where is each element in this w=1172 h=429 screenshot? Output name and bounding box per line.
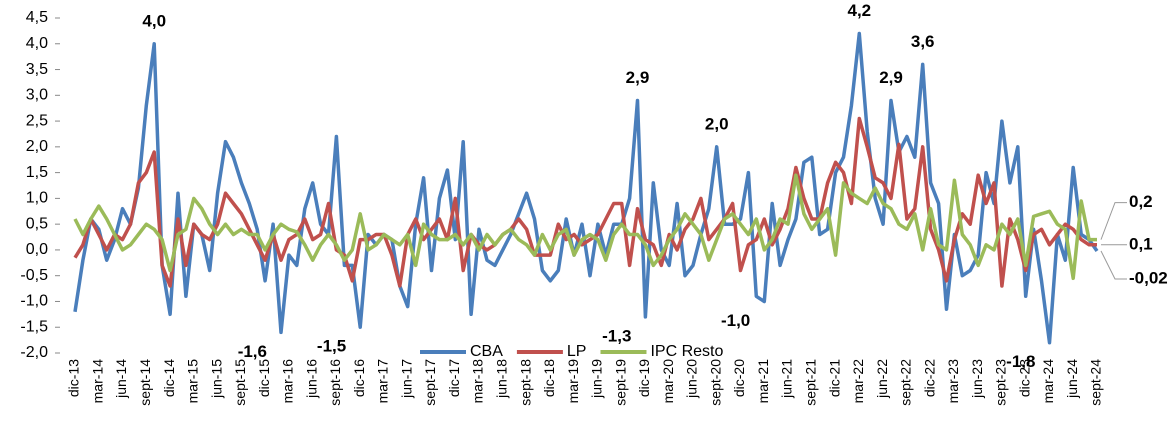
x-tick-label: mar-18 — [470, 359, 486, 404]
x-tick-label: dic-14 — [161, 359, 177, 397]
x-tick-label: dic-21 — [826, 359, 842, 397]
legend-label: IPC Resto — [650, 343, 723, 360]
y-tick-label: 1,5 — [26, 164, 48, 181]
x-tick-label: dic-20 — [731, 359, 747, 397]
data-label: -1,6 — [238, 342, 267, 361]
x-tick-label: jun-21 — [779, 359, 795, 399]
x-tick-label: sept-16 — [327, 359, 343, 406]
y-tick-label: 1,0 — [26, 190, 48, 207]
x-tick-label: sept-23 — [993, 359, 1009, 406]
x-tick-label: jun-24 — [1064, 359, 1080, 399]
data-label: 2,9 — [879, 68, 903, 87]
y-tick-label: 0,5 — [26, 215, 48, 232]
x-tick-label: mar-15 — [185, 359, 201, 404]
y-tick-label: 3,5 — [26, 61, 48, 78]
x-tick-label: mar-16 — [280, 359, 296, 404]
data-label: 2,9 — [626, 68, 650, 87]
x-tick-label: sept-21 — [802, 359, 818, 406]
x-tick-label: jun-14 — [113, 359, 129, 399]
x-tick-label: mar-24 — [1040, 359, 1056, 404]
y-tick-label: -0,5 — [20, 267, 48, 284]
x-tick-label: sept-19 — [612, 359, 628, 406]
x-tick-label: sept-20 — [707, 359, 723, 406]
x-tick-label: jun-23 — [969, 359, 985, 399]
x-tick-label: mar-22 — [850, 359, 866, 404]
data-label: 3,6 — [911, 32, 935, 51]
data-label: -1,8 — [1006, 352, 1035, 371]
x-tick-label: mar-19 — [565, 359, 581, 404]
y-tick-label: 2,5 — [26, 112, 48, 129]
data-label: -1,3 — [602, 326, 631, 345]
x-tick-label: mar-17 — [375, 359, 391, 404]
y-tick-label: -1,0 — [20, 293, 48, 310]
y-tick-label: 0,0 — [26, 241, 48, 258]
x-tick-label: dic-22 — [921, 359, 937, 397]
data-label: 0,1 — [1129, 234, 1153, 253]
y-tick-label: -2,0 — [20, 344, 48, 361]
x-tick-label: mar-20 — [660, 359, 676, 404]
y-tick-label: 2,0 — [26, 138, 48, 155]
x-tick-label: dic-18 — [541, 359, 557, 397]
series-line — [73, 173, 1097, 281]
series-line — [73, 31, 1099, 345]
legend-label: CBA — [470, 343, 503, 360]
x-tick-label: mar-14 — [89, 359, 105, 404]
data-label: 0,2 — [1129, 192, 1153, 211]
y-tick-label: 4,0 — [26, 35, 48, 52]
data-label: 4,0 — [142, 11, 166, 30]
x-tick-label: sept-15 — [232, 359, 248, 406]
x-tick-label: sept-17 — [422, 359, 438, 406]
x-tick-label: jun-16 — [303, 359, 319, 399]
x-tick-label: jun-22 — [874, 359, 890, 399]
y-tick-label: 4,5 — [26, 9, 48, 26]
y-tick-label: 3,0 — [26, 87, 48, 104]
x-tick-label: mar-23 — [945, 359, 961, 404]
y-tick-label: -1,5 — [20, 318, 48, 335]
leader-line — [1100, 202, 1127, 240]
x-tick-label: jun-18 — [494, 359, 510, 399]
data-label: -1,0 — [721, 311, 750, 330]
data-label: -1,5 — [317, 337, 346, 356]
x-tick-label: dic-13 — [66, 359, 82, 397]
x-tick-label: dic-15 — [256, 359, 272, 397]
x-tick-label: sept-22 — [898, 359, 914, 406]
data-label: 2,0 — [705, 114, 729, 133]
series-line — [73, 116, 1097, 288]
x-tick-label: jun-19 — [589, 359, 605, 399]
leader-line — [1100, 250, 1127, 280]
x-tick-label: dic-16 — [351, 359, 367, 397]
data-label: -0,02 — [1129, 268, 1168, 287]
x-tick-label: dic-19 — [636, 359, 652, 397]
x-tick-label: jun-20 — [684, 359, 700, 399]
x-tick-label: sept-18 — [517, 359, 533, 406]
data-label: 4,2 — [848, 1, 872, 20]
x-tick-label: dic-17 — [446, 359, 462, 397]
x-tick-label: mar-21 — [755, 359, 771, 404]
x-tick-label: sept-14 — [137, 359, 153, 406]
x-tick-label: dic-23 — [1016, 359, 1032, 397]
legend-label: LP — [567, 343, 587, 360]
x-tick-label: jun-15 — [208, 359, 224, 399]
x-tick-label: jun-17 — [398, 359, 414, 399]
x-tick-label: sept-24 — [1088, 359, 1104, 406]
